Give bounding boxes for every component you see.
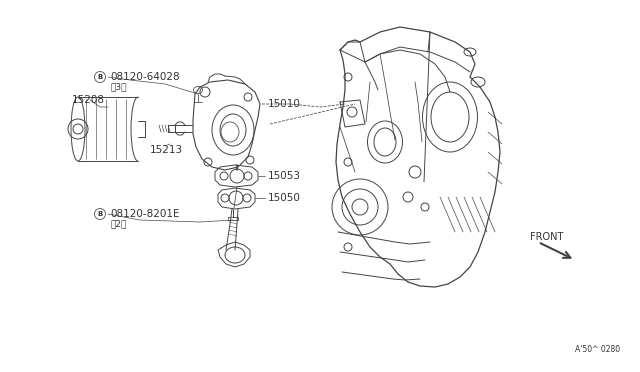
Text: B: B bbox=[97, 74, 102, 80]
Text: A'50^ 0280: A'50^ 0280 bbox=[575, 345, 620, 354]
Text: FRONT: FRONT bbox=[530, 232, 563, 242]
Text: 15213: 15213 bbox=[150, 145, 183, 155]
Text: 15208: 15208 bbox=[72, 95, 105, 105]
Text: 〈2〉: 〈2〉 bbox=[110, 219, 126, 228]
Text: 08120-64028: 08120-64028 bbox=[110, 72, 180, 82]
Text: 15050: 15050 bbox=[268, 193, 301, 203]
Text: 08120-8201E: 08120-8201E bbox=[110, 209, 179, 219]
Text: B: B bbox=[97, 211, 102, 217]
Text: 15010: 15010 bbox=[268, 99, 301, 109]
Text: 15053: 15053 bbox=[268, 171, 301, 181]
Text: 〈3〉: 〈3〉 bbox=[110, 83, 127, 92]
